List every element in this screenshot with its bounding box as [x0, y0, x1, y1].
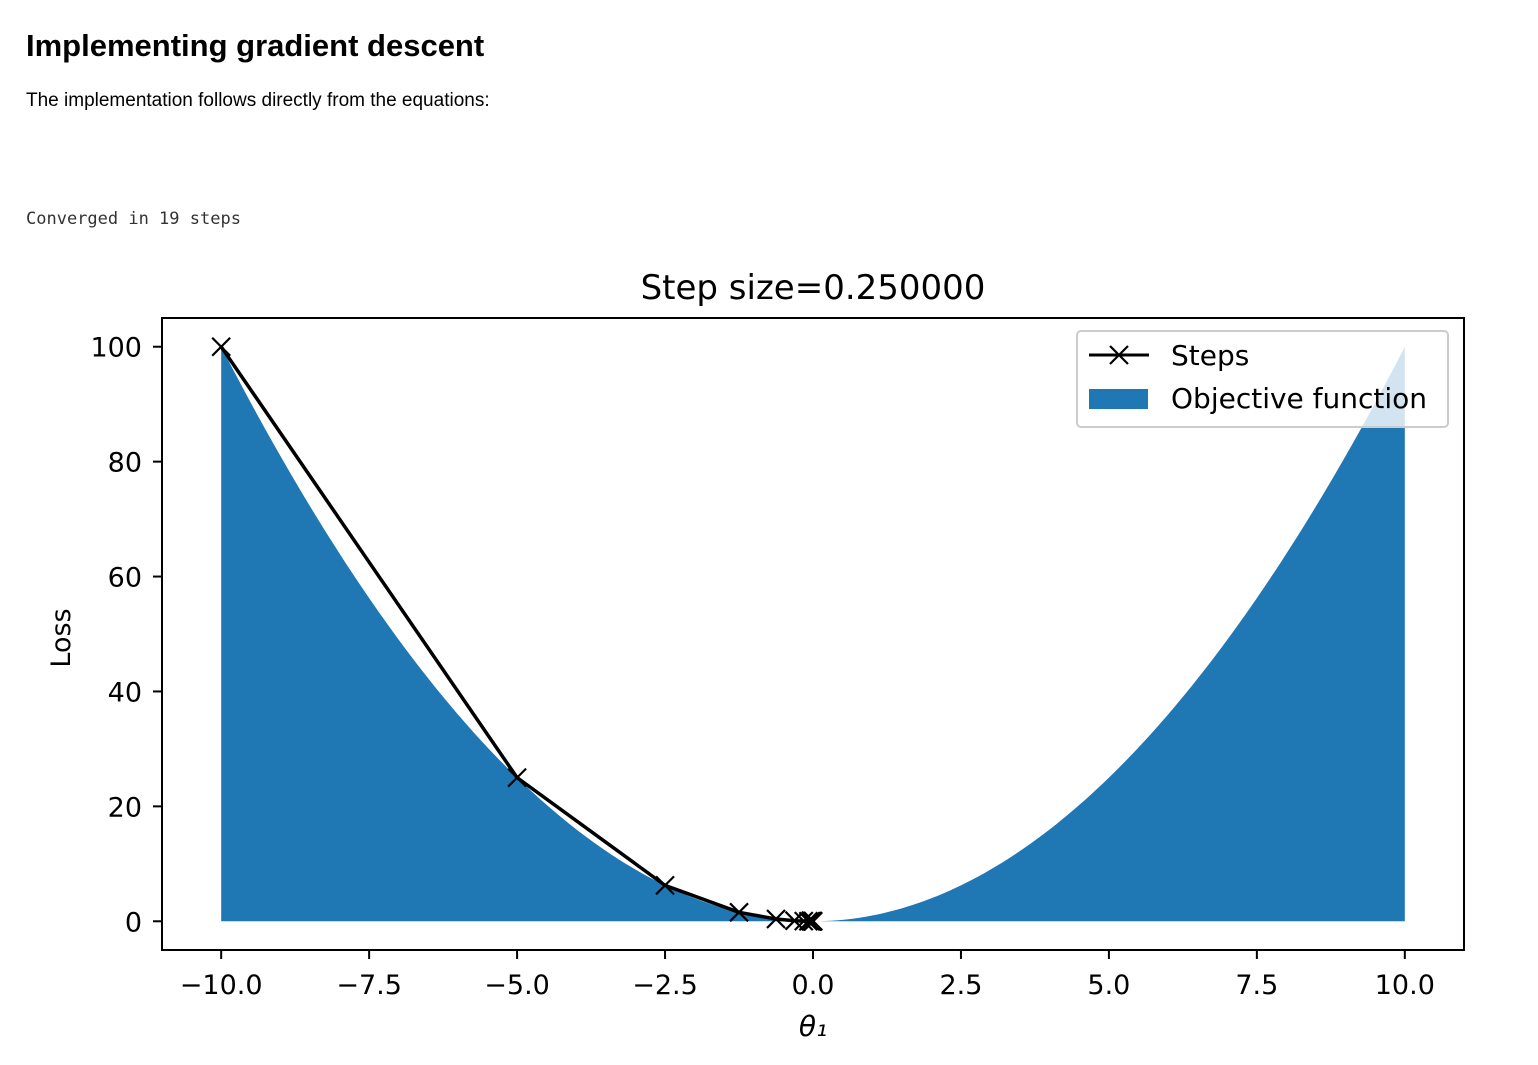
legend: Steps Objective function — [1076, 330, 1449, 428]
objective-function-area — [221, 346, 1405, 922]
legend-objective-label: Objective function — [1171, 382, 1427, 415]
y-tick-label: 40 — [108, 677, 142, 708]
x-tick-label: 2.5 — [939, 970, 982, 1001]
legend-steps-label: Steps — [1171, 339, 1249, 372]
intro-text: The implementation follows directly from… — [26, 90, 490, 111]
step-marker — [211, 336, 231, 357]
x-axis-label: θ₁ — [799, 1010, 827, 1043]
output-text: Converged in 19 steps — [26, 209, 241, 229]
legend-frame — [1076, 330, 1449, 428]
step-marker — [766, 909, 786, 929]
x-tick-label: −5.0 — [484, 970, 550, 1001]
x-tick-label: 0.0 — [792, 970, 835, 1001]
step-marker — [507, 767, 527, 788]
legend-steps-marker — [1109, 345, 1129, 365]
y-axis-label: Loss — [46, 608, 77, 667]
step-marker — [793, 911, 814, 931]
page-title: Implementing gradient descent — [26, 28, 485, 63]
loss-chart: Step size=0.250000 −10.0 −7.5 −5.0 −2.5 0.0 2… — [46, 268, 1465, 1043]
step-marker — [655, 875, 675, 896]
y-tick-label: 100 — [90, 333, 142, 364]
y-tick-label: 0 — [125, 907, 142, 938]
x-tick-label: −10.0 — [180, 970, 263, 1001]
y-tick-label: 80 — [108, 448, 142, 479]
step-marker — [729, 902, 749, 923]
y-axis-ticks: 0 20 40 60 80 100 — [90, 333, 162, 938]
legend-objective-swatch — [1089, 389, 1148, 409]
x-axis-ticks: −10.0 −7.5 −5.0 −2.5 0.0 2.5 5.0 7.5 10.0 — [180, 950, 1435, 1001]
step-marker — [803, 911, 823, 932]
y-tick-label: 60 — [108, 563, 142, 594]
x-tick-label: 10.0 — [1375, 970, 1435, 1001]
step-marker — [798, 911, 819, 932]
x-tick-label: 7.5 — [1235, 970, 1278, 1001]
steps-series-group — [211, 336, 823, 932]
x-tick-label: −2.5 — [632, 970, 698, 1001]
chart-title: Step size=0.250000 — [641, 268, 986, 308]
x-tick-label: 5.0 — [1087, 970, 1130, 1001]
objective-function-area-group — [221, 346, 1405, 922]
x-tick-label: −7.5 — [336, 970, 402, 1001]
y-tick-label: 20 — [108, 792, 142, 823]
